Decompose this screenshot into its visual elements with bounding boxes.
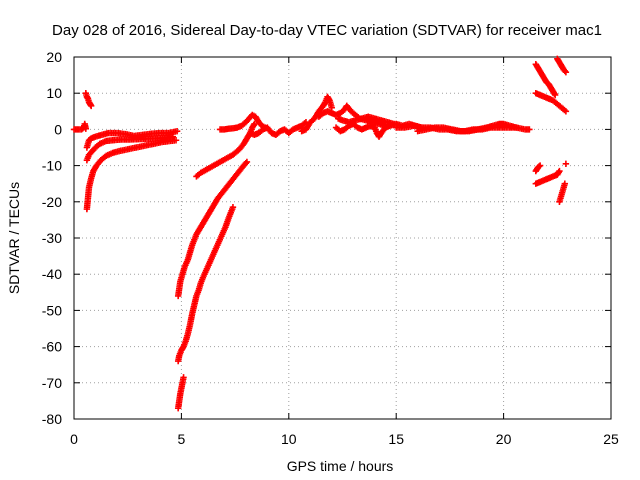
data-point: [551, 91, 559, 99]
y-tick-label: -40: [42, 266, 62, 282]
series-arc-17: [414, 120, 520, 135]
y-tick-labels: -80 -70 -60 -50 -40 -30 -20 -10 0 10 20: [42, 49, 62, 427]
y-tick-label: 20: [46, 49, 62, 65]
series-arc-10: [216, 111, 269, 133]
y-tick-label: 10: [46, 85, 62, 101]
x-tick-label: 5: [178, 431, 186, 447]
x-tick-labels: 0 5 10 15 20 25: [70, 431, 619, 447]
data-point: [82, 125, 90, 132]
series-arc-21: [532, 162, 544, 175]
data-point: [562, 69, 570, 76]
data-point: [535, 163, 543, 170]
y-tick-label: -50: [42, 302, 62, 318]
y-tick-label: -60: [42, 339, 62, 355]
data-point: [526, 126, 533, 133]
y-tick-label: -30: [42, 230, 62, 246]
series-arc-8: [174, 374, 187, 412]
chart-title: Day 028 of 2016, Sidereal Day-to-day VTE…: [52, 22, 602, 39]
series-arc-9: [193, 120, 258, 180]
series-arc-11: [246, 118, 310, 139]
series-arc-12: [298, 93, 335, 135]
series-arc-20: [532, 90, 570, 115]
x-tick-label: 15: [388, 431, 404, 447]
series-arc-2: [82, 90, 95, 110]
series-arc-3: [83, 128, 181, 151]
data-point: [536, 162, 544, 169]
series-arc-14: [335, 113, 398, 128]
data-point: [180, 374, 187, 381]
series-arc-24: [562, 160, 570, 167]
y-tick-label: 0: [54, 121, 62, 137]
x-tick-label: 10: [281, 431, 297, 447]
series-arc-6: [174, 158, 251, 300]
series-arc-19: [554, 55, 570, 76]
data-point: [556, 167, 563, 175]
data-point: [562, 108, 570, 115]
y-tick-label: -10: [42, 158, 62, 174]
series-arc-7: [174, 204, 237, 365]
x-tick-label: 25: [603, 431, 619, 447]
data-point: [242, 159, 250, 167]
plot-frame: [73, 56, 612, 420]
series-arc-5: [83, 137, 180, 213]
series-arc-18: [532, 61, 559, 99]
series-arc-4: [83, 133, 177, 164]
data-point: [251, 120, 258, 128]
y-axis-label: SDTVAR / TECUs: [6, 182, 22, 294]
y-tick-label: -80: [42, 411, 62, 427]
y-tick-label: -20: [42, 194, 62, 210]
data-point: [328, 104, 335, 111]
x-tick-label: 0: [70, 431, 78, 447]
data-point: [561, 67, 569, 75]
data-point: [561, 180, 569, 187]
series-arc-23: [556, 180, 569, 205]
x-tick-label: 20: [496, 431, 512, 447]
x-axis-label: GPS time / hours: [287, 458, 394, 474]
series-arc-1: [70, 120, 90, 133]
series-arc-22: [532, 167, 563, 187]
y-tick-label: -70: [42, 375, 62, 391]
data-point: [172, 137, 180, 144]
data-point: [173, 128, 181, 135]
data-point: [229, 204, 237, 211]
data-point: [243, 158, 251, 166]
data-point: [513, 124, 520, 131]
data-series: [70, 55, 570, 412]
data-point: [562, 160, 570, 167]
data-point: [87, 102, 95, 110]
